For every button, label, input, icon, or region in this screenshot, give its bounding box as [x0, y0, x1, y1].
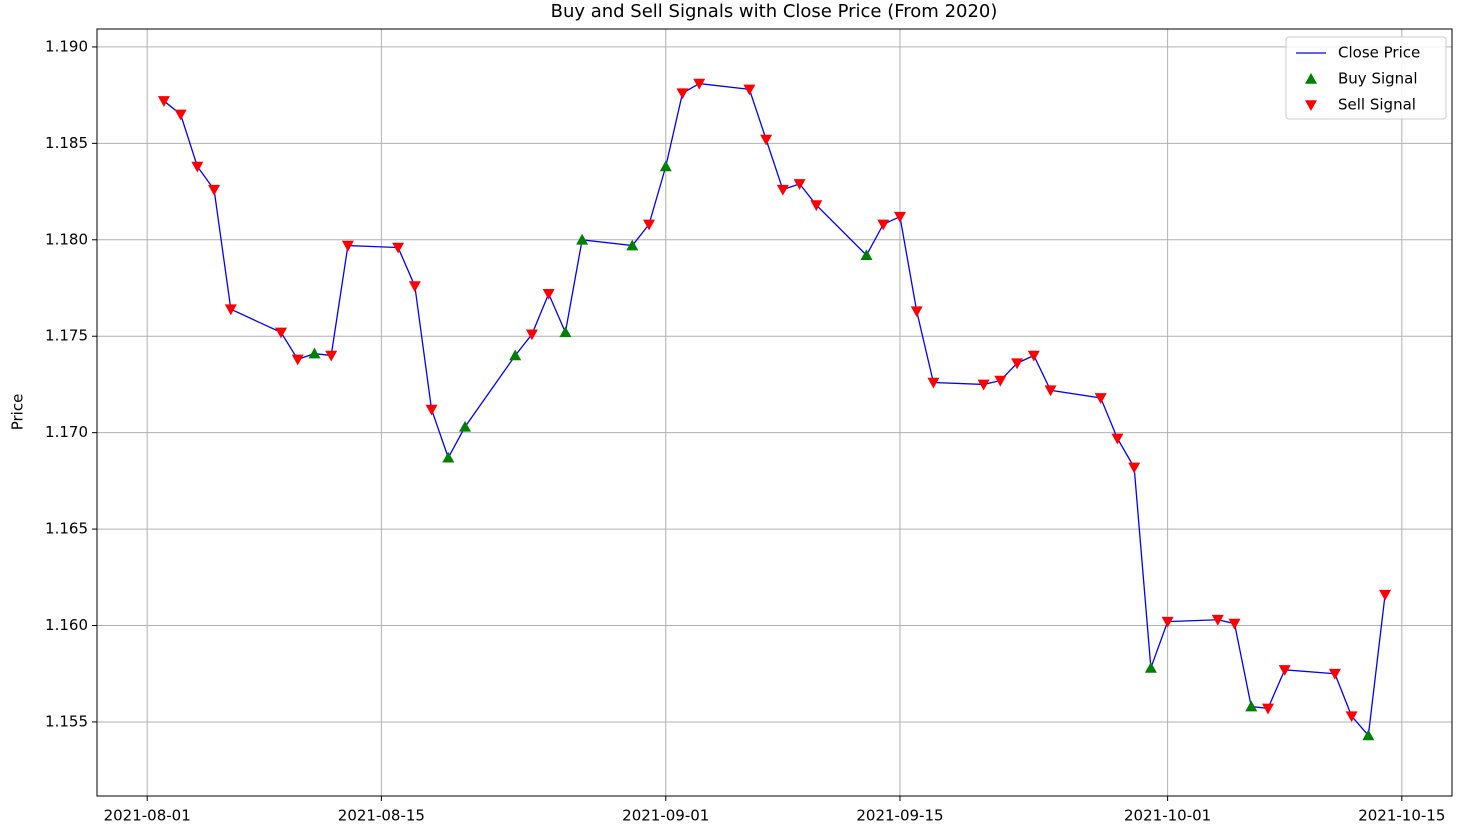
sell-marker [191, 161, 204, 173]
sell-marker [1044, 385, 1057, 397]
buy-marker [860, 249, 873, 261]
sell-marker [1111, 433, 1124, 445]
legend-swatch [1305, 73, 1317, 84]
sell-marker [224, 304, 237, 316]
sell-marker [1379, 589, 1392, 601]
sell-marker [1094, 393, 1107, 404]
sell-marker [793, 179, 806, 190]
legend: Close Price Buy Signal Sell Signal [1285, 36, 1447, 120]
sell-marker [776, 184, 789, 196]
sell-marker [425, 404, 438, 416]
sell-marker [341, 240, 354, 252]
x-tick-label: 2021-10-01 [1124, 807, 1211, 825]
sell-marker [676, 88, 689, 100]
plot-frame [96, 28, 1453, 797]
y-tick-label: 1.190 [45, 37, 88, 55]
buy-marker [1144, 661, 1157, 673]
legend-label: Buy Signal [1338, 70, 1418, 88]
sell-marker [1278, 665, 1291, 676]
buy-marker [1362, 729, 1375, 741]
legend-label: Sell Signal [1338, 96, 1416, 114]
x-tick-label: 2021-09-15 [856, 807, 943, 825]
y-tick-label: 1.175 [45, 327, 88, 345]
x-tick-label: 2021-08-01 [104, 807, 191, 825]
sell-marker [1027, 350, 1040, 362]
legend-label: Close Price [1338, 44, 1420, 62]
buy-marker [459, 420, 472, 432]
sell-marker [994, 375, 1007, 387]
y-tick-label: 1.165 [45, 520, 88, 538]
y-tick-label: 1.180 [45, 230, 88, 248]
x-tick-label: 2021-10-15 [1358, 807, 1445, 825]
sell-marker [1328, 668, 1341, 680]
sell-marker [1128, 462, 1141, 474]
sell-marker [893, 211, 906, 223]
sell-marker [275, 327, 288, 339]
sell-marker [208, 184, 221, 196]
sell-marker [927, 377, 940, 389]
sell-marker [1211, 614, 1224, 626]
buy-marker [509, 349, 522, 361]
y-tick-label: 1.170 [45, 423, 88, 441]
legend-box [1285, 36, 1447, 120]
sell-marker [1261, 703, 1274, 715]
x-tick-label: 2021-09-01 [622, 807, 709, 825]
buy-marker [1245, 700, 1258, 712]
legend-swatch [1305, 100, 1317, 111]
chart-title: Buy and Sell Signals with Close Price (F… [551, 1, 998, 22]
buy-marker [576, 233, 589, 245]
sell-marker [525, 329, 538, 341]
price-line [163, 82, 1386, 737]
sell-marker [1345, 711, 1358, 723]
sell-marker [392, 242, 405, 254]
buy-marker [659, 160, 672, 172]
sell-marker [643, 219, 656, 231]
y-axis-label: Price [9, 394, 27, 431]
sell-marker [291, 354, 304, 366]
x-tick-label: 2021-08-15 [338, 807, 425, 825]
buy-marker [559, 326, 572, 338]
sell-marker [174, 109, 187, 121]
sell-marker [157, 96, 170, 107]
y-tick-label: 1.160 [45, 616, 88, 634]
buy-marker [442, 451, 455, 463]
buy-marker [626, 239, 639, 251]
sell-marker [1161, 616, 1174, 628]
sell-marker [760, 134, 773, 146]
y-tick-label: 1.155 [45, 712, 88, 730]
sell-marker [810, 200, 823, 212]
sell-marker [910, 306, 923, 318]
sell-marker [877, 219, 890, 231]
sell-marker [743, 84, 756, 96]
sell-marker [977, 379, 990, 391]
buy-marker [308, 347, 321, 359]
sell-marker [542, 288, 555, 300]
y-tick-label: 1.185 [45, 134, 88, 152]
sell-marker [1228, 618, 1241, 630]
sell-marker [325, 350, 338, 362]
sell-marker [693, 78, 706, 90]
sell-marker [1011, 358, 1024, 370]
sell-marker [408, 281, 421, 293]
